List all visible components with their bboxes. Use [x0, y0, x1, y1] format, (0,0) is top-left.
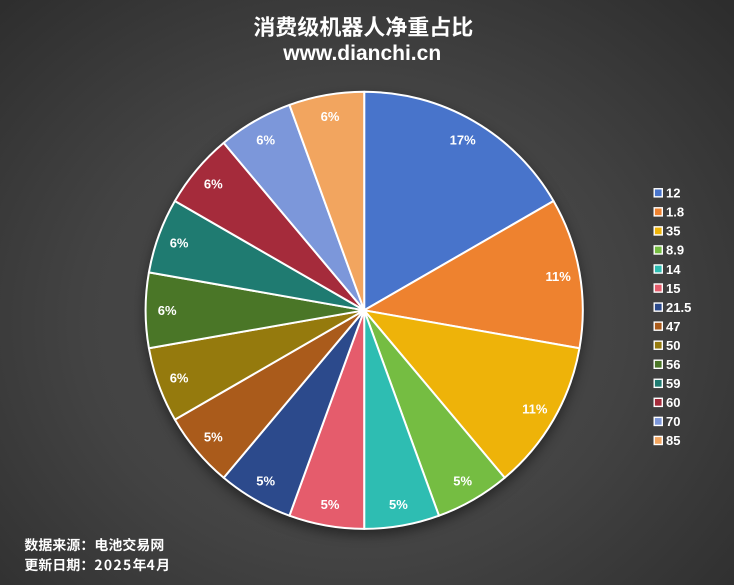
svg-text:70: 70 — [666, 414, 680, 429]
svg-text:56: 56 — [666, 357, 680, 372]
svg-text:8.9: 8.9 — [666, 243, 684, 258]
svg-text:www.dianchi.cn: www.dianchi.cn — [282, 42, 441, 65]
svg-text:11%: 11% — [546, 269, 572, 284]
svg-text:6%: 6% — [204, 176, 223, 191]
svg-text:5%: 5% — [204, 430, 223, 445]
svg-text:5%: 5% — [256, 474, 275, 489]
svg-text:6%: 6% — [170, 370, 189, 385]
svg-text:14: 14 — [666, 262, 681, 277]
svg-text:6%: 6% — [321, 109, 340, 124]
svg-text:5%: 5% — [321, 497, 340, 512]
svg-text:50: 50 — [666, 338, 680, 353]
svg-text:17%: 17% — [450, 132, 476, 147]
svg-text:12: 12 — [666, 186, 680, 201]
svg-text:60: 60 — [666, 395, 680, 410]
svg-text:1.8: 1.8 — [666, 205, 684, 220]
svg-text:5%: 5% — [453, 474, 472, 489]
svg-text:15: 15 — [666, 281, 680, 296]
svg-text:21.5: 21.5 — [666, 300, 691, 315]
svg-text:59: 59 — [666, 376, 680, 391]
svg-text:47: 47 — [666, 319, 680, 334]
svg-text:85: 85 — [666, 433, 680, 448]
svg-text:6%: 6% — [256, 132, 275, 147]
svg-text:6%: 6% — [170, 236, 189, 251]
svg-text:5%: 5% — [389, 497, 408, 512]
svg-text:35: 35 — [666, 224, 680, 239]
svg-text:11%: 11% — [522, 402, 548, 417]
svg-text:6%: 6% — [158, 303, 177, 318]
